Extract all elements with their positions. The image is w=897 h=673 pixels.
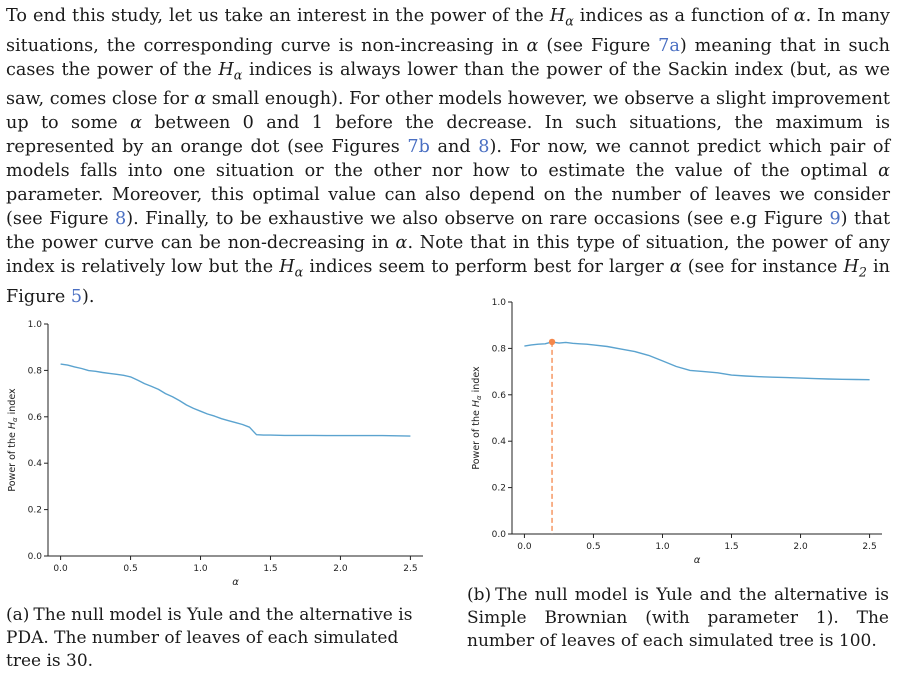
paragraph-text-run: ).: [82, 286, 95, 307]
x-tick-label: 0.0: [517, 542, 532, 552]
x-tick-label: 1.0: [193, 564, 208, 574]
y-axis-label: Power of the Hα index: [7, 388, 19, 492]
figure-reference-link[interactable]: 7b: [407, 137, 430, 158]
x-axis-label: α: [232, 577, 239, 588]
paragraph-text-run: indices seem to perform best for larger: [303, 257, 670, 278]
math-subscript: α: [233, 67, 243, 83]
figure-7a: 0.0 0.5 1.0 1.5 2.0 2.5 0.0 0.2 0.4 0.6 0.8 1.0 α Pow…: [0, 300, 440, 590]
x-tick-label: 1.5: [263, 564, 277, 574]
y-tick-label: 0.0: [492, 530, 507, 540]
math-subscript: α: [565, 13, 574, 29]
y-tick-label: 1.0: [492, 298, 507, 308]
paragraph-text-run: indices as a function of: [573, 6, 794, 26]
math-symbol: H2: [843, 257, 867, 280]
caption-b-label: (b): [467, 585, 492, 605]
x-tick-label: 2.5: [862, 542, 876, 552]
y-tick-label: 0.4: [28, 459, 43, 469]
y-tick-label: 0.0: [28, 552, 43, 562]
y-axis-label: Power of the Hα index: [471, 366, 483, 470]
math-symbol: Hα: [279, 257, 304, 280]
x-tick-label: 2.0: [333, 564, 348, 574]
caption-a-text: The null model is Yule and the alternati…: [6, 605, 413, 671]
figure-7b: 0.0 0.5 1.0 1.5 2.0 2.5 0.0 0.2 0.4 0.6 0.8 1.0 α Pow…: [462, 286, 892, 576]
caption-b-text: The null model is Yule and the alternati…: [467, 585, 889, 651]
math-symbol: α: [395, 233, 408, 254]
y-tick-label: 1.0: [28, 320, 43, 330]
paragraph-text-run: in Figure: [6, 257, 891, 307]
power-curve-line: [60, 363, 411, 437]
x-tick-label: 2.0: [793, 542, 808, 552]
body-paragraph: To end this study, let us take an intere…: [6, 4, 890, 309]
paragraph-text-run: between 0 and 1 before the decrease. In …: [6, 113, 891, 158]
y-tick-label: 0.6: [492, 391, 507, 401]
power-curve-line: [524, 341, 870, 381]
figure-reference-link[interactable]: 7a: [658, 35, 680, 56]
caption-a: (a) The null model is Yule and the altern…: [6, 604, 434, 673]
y-tick-label: 0.8: [492, 344, 507, 354]
x-tick-label: 0.5: [123, 564, 137, 574]
y-tick-label: 0.6: [28, 413, 43, 423]
figure-reference-link[interactable]: 9: [829, 209, 841, 230]
paragraph-text-run: To end this study, let us take an intere…: [6, 6, 550, 26]
power-chart-b: 0.0 0.5 1.0 1.5 2.0 2.5 0.0 0.2 0.4 0.6 0.8 1.0 α Pow…: [471, 298, 882, 566]
math-symbol: Hα: [218, 59, 243, 83]
y-tick-label: 0.4: [492, 437, 507, 447]
x-tick-label: 1.0: [655, 542, 670, 552]
x-axis-label: α: [694, 555, 701, 566]
math-symbol: α: [793, 6, 806, 26]
paragraph-text-run: and: [429, 137, 479, 158]
math-subscript: α: [294, 264, 304, 280]
paragraph-text-run: ). Finally, to be exhaustive we also obs…: [126, 209, 830, 230]
math-symbol: α: [669, 257, 682, 278]
y-tick-label: 0.8: [28, 366, 43, 376]
math-symbol: α: [878, 161, 890, 182]
paragraph-text-run: (see for instance: [681, 257, 844, 278]
caption-a-label: (a): [6, 605, 30, 625]
x-tick-label: 2.5: [403, 564, 417, 574]
math-subscript: 2: [858, 264, 867, 280]
paragraph-text-run: (see Figure: [538, 35, 659, 56]
figure-reference-link[interactable]: 8: [478, 137, 490, 158]
x-tick-label: 1.5: [724, 542, 738, 552]
figure-reference-link[interactable]: 5: [70, 286, 83, 307]
caption-b: (b) The null model is Yule and the altern…: [467, 584, 889, 653]
figure-reference-link[interactable]: 8: [115, 209, 127, 230]
x-tick-label: 0.0: [53, 564, 68, 574]
y-tick-label: 0.2: [28, 506, 42, 516]
paragraph-text-run: ) that the power curve can be non-decrea…: [6, 209, 891, 254]
paragraph-text-run: . Note that in this type of situation, t…: [6, 233, 890, 278]
paragraph-text-run: small enough). For other models however,…: [6, 89, 890, 134]
paragraph-text-run: ). For now, we cannot predict which pair…: [6, 137, 890, 182]
paragraph-text-run: parameter. Moreover, this optimal value …: [6, 185, 890, 230]
paragraph-text-run: ) meaning that in such cases the power o…: [6, 35, 890, 80]
math-symbol: α: [194, 89, 207, 110]
power-chart-a: 0.0 0.5 1.0 1.5 2.0 2.5 0.0 0.2 0.4 0.6 0.8 1.0 α Pow…: [7, 320, 423, 588]
x-tick-label: 0.5: [586, 542, 600, 552]
paragraph-text-run: indices is always lower than the power o…: [6, 59, 890, 110]
math-symbol: Hα: [549, 6, 574, 29]
math-symbol: α: [130, 113, 142, 134]
y-tick-label: 0.2: [492, 484, 506, 494]
math-symbol: α: [526, 35, 539, 56]
paragraph-text-run: . In many situations, the corresponding …: [6, 6, 890, 56]
maximum-dot: [548, 338, 556, 346]
